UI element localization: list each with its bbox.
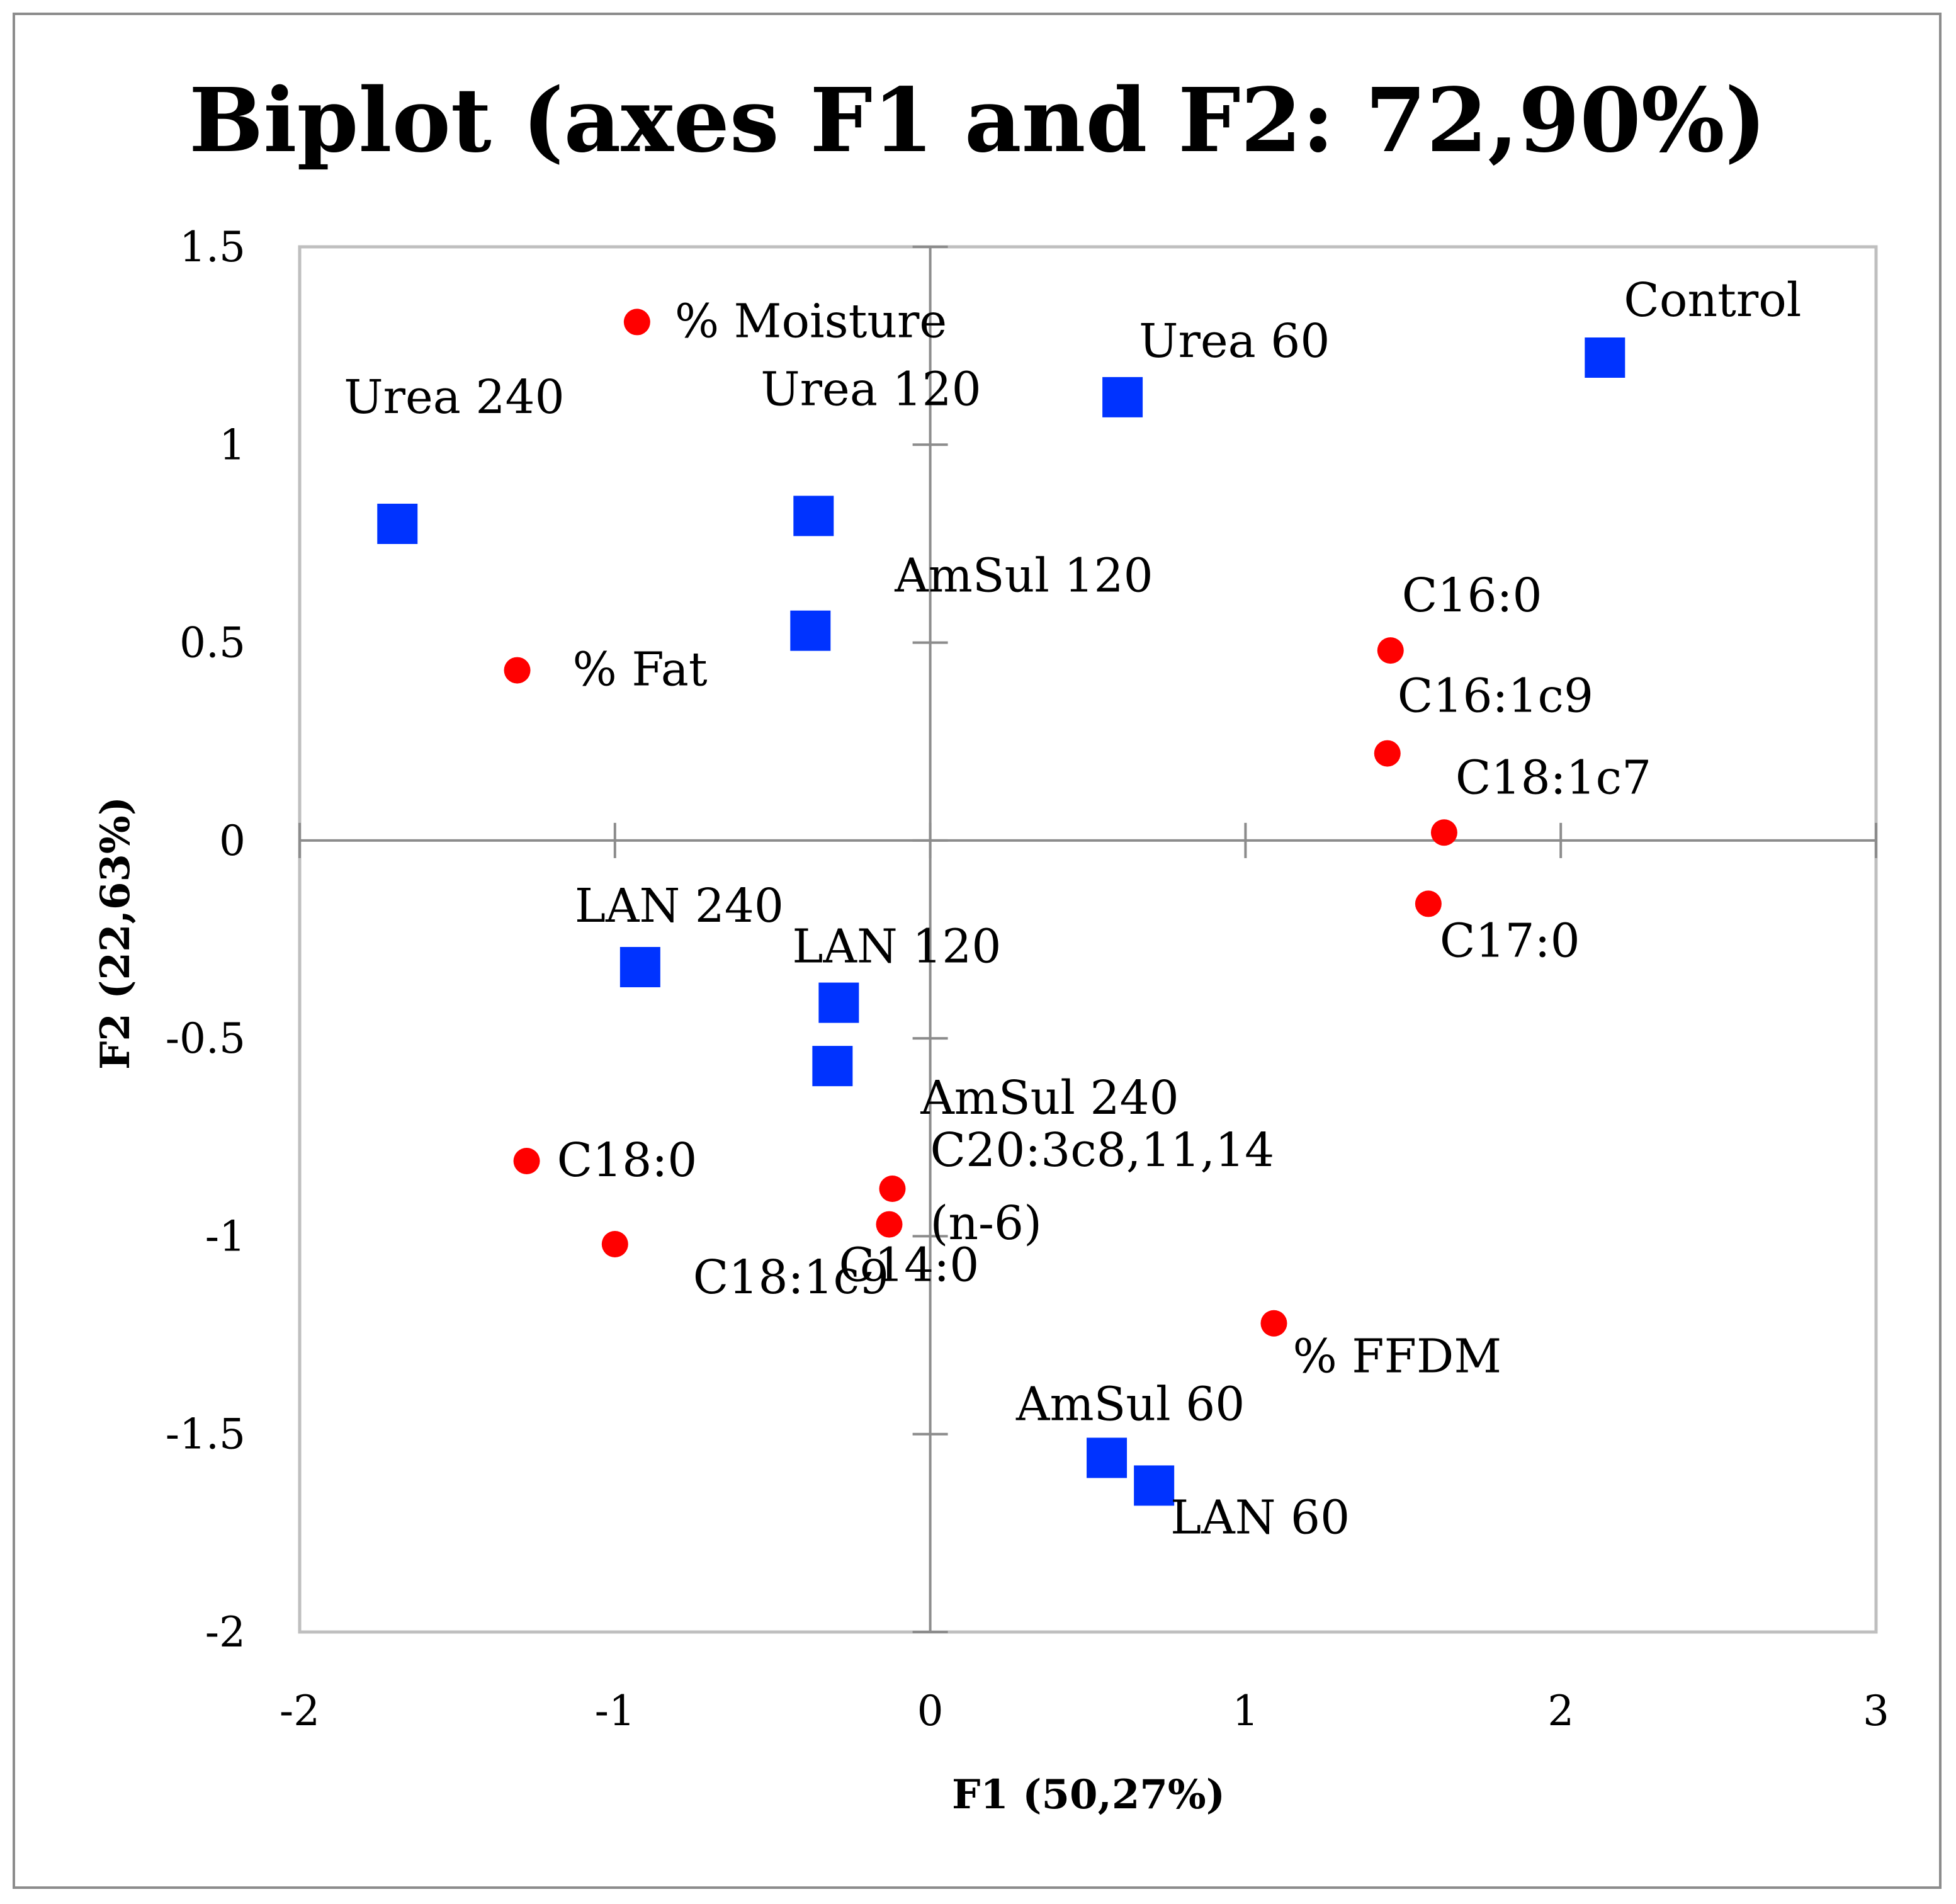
observation-point xyxy=(793,496,834,536)
y-axis-title: F2 (22,63%) xyxy=(92,796,139,1070)
point-label: AmSul 120 xyxy=(894,549,1153,603)
point-label: % FFDM xyxy=(1292,1330,1501,1384)
point-label: Urea 60 xyxy=(1139,314,1330,368)
point-label: LAN 60 xyxy=(1170,1490,1350,1544)
observation-point xyxy=(790,610,831,651)
variable-point xyxy=(601,1231,628,1257)
variable-point xyxy=(1260,1310,1287,1337)
y-tick-label: 1.5 xyxy=(179,223,246,271)
point-label: C16:0 xyxy=(1402,569,1542,623)
y-tick-label: -2 xyxy=(205,1608,246,1657)
observation-point xyxy=(377,504,418,544)
point-label: C18:1c7 xyxy=(1456,751,1651,805)
point-label: LAN 240 xyxy=(575,879,784,933)
y-tick-label: 0 xyxy=(219,817,246,865)
point-label: LAN 120 xyxy=(792,920,1001,974)
y-tick-label: -0.5 xyxy=(166,1014,246,1063)
chart-title: Biplot (axes F1 and F2: 72,90%) xyxy=(189,69,1767,173)
chart-frame xyxy=(13,13,1942,1889)
observation-point xyxy=(1134,1465,1175,1506)
observation-point xyxy=(812,1046,853,1087)
variable-point xyxy=(876,1211,903,1238)
point-label: % Fat xyxy=(573,643,708,697)
x-axis-title: F1 (50,27%) xyxy=(952,1771,1225,1818)
variable-point xyxy=(1374,740,1401,767)
point-label: AmSul 60 xyxy=(1015,1377,1245,1431)
y-tick-label: 1 xyxy=(219,421,246,469)
point-label: % Moisture xyxy=(675,294,947,348)
point-label: (n-6) xyxy=(930,1196,1042,1250)
point-label: C18:1c9 xyxy=(693,1250,889,1305)
x-tick-label: -2 xyxy=(280,1687,320,1735)
x-tick-label: -1 xyxy=(595,1687,635,1735)
observation-point xyxy=(818,982,859,1023)
observation-point xyxy=(619,947,660,987)
x-tick-label: 3 xyxy=(1863,1687,1889,1735)
y-tick-label: -1 xyxy=(205,1212,246,1261)
plot-area: -2 -1.5 -1 -0.5 0 0.5 1 1.5 -2 -1 0 1 2 3 % Moisture % … xyxy=(166,223,1889,1735)
x-tick-label: 1 xyxy=(1232,1687,1258,1735)
plot-border xyxy=(298,245,1878,1634)
y-tick-label: -1.5 xyxy=(166,1410,246,1459)
observation-point xyxy=(1585,337,1625,378)
point-label: Urea 240 xyxy=(344,370,564,424)
point-label: C14:0 xyxy=(839,1238,979,1293)
point-label: C16:1c9 xyxy=(1398,669,1593,723)
point-label: Control xyxy=(1624,273,1801,327)
variable-point xyxy=(879,1176,906,1202)
point-label: C18:0 xyxy=(557,1133,698,1187)
point-label: C20:3c8,11,14 xyxy=(930,1123,1275,1177)
point-label: Urea 120 xyxy=(760,362,981,416)
variable-point xyxy=(1377,637,1404,664)
y-tick-label: 0.5 xyxy=(179,619,246,667)
x-tick-label: 2 xyxy=(1547,1687,1574,1735)
variable-point xyxy=(623,309,650,336)
variable-point xyxy=(1415,890,1442,917)
point-label: C17:0 xyxy=(1440,914,1580,968)
observation-point xyxy=(1102,377,1143,417)
variable-point xyxy=(1430,819,1457,846)
point-label: AmSul 240 xyxy=(920,1071,1179,1125)
x-tick-label: 0 xyxy=(917,1687,944,1735)
variable-point xyxy=(504,657,531,684)
observation-point xyxy=(1087,1437,1128,1478)
variable-point xyxy=(513,1148,540,1174)
